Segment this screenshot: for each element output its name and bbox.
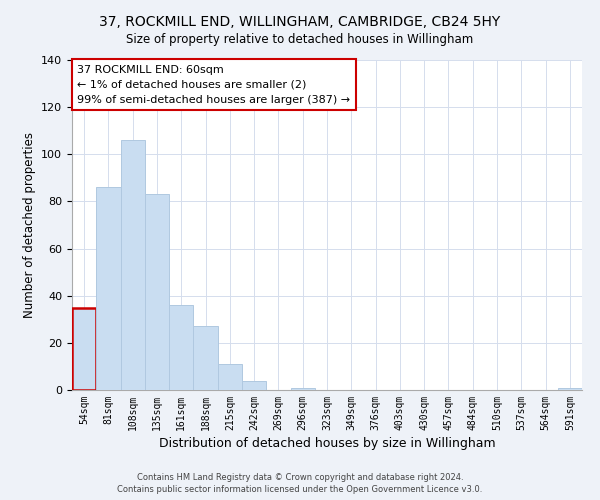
Bar [218,364,242,390]
Bar [169,305,193,390]
Bar [145,194,169,390]
Text: Size of property relative to detached houses in Willingham: Size of property relative to detached ho… [127,32,473,46]
Bar [558,388,582,390]
Text: 37 ROCKMILL END: 60sqm
← 1% of detached houses are smaller (2)
99% of semi-detac: 37 ROCKMILL END: 60sqm ← 1% of detached … [77,65,350,104]
X-axis label: Distribution of detached houses by size in Willingham: Distribution of detached houses by size … [158,437,496,450]
Bar [96,188,121,390]
Text: 37, ROCKMILL END, WILLINGHAM, CAMBRIDGE, CB24 5HY: 37, ROCKMILL END, WILLINGHAM, CAMBRIDGE,… [100,15,500,29]
Y-axis label: Number of detached properties: Number of detached properties [23,132,35,318]
Text: Contains HM Land Registry data © Crown copyright and database right 2024.
Contai: Contains HM Land Registry data © Crown c… [118,472,482,494]
Bar [193,326,218,390]
Bar [290,388,315,390]
Bar [72,308,96,390]
Bar [242,380,266,390]
Bar [121,140,145,390]
